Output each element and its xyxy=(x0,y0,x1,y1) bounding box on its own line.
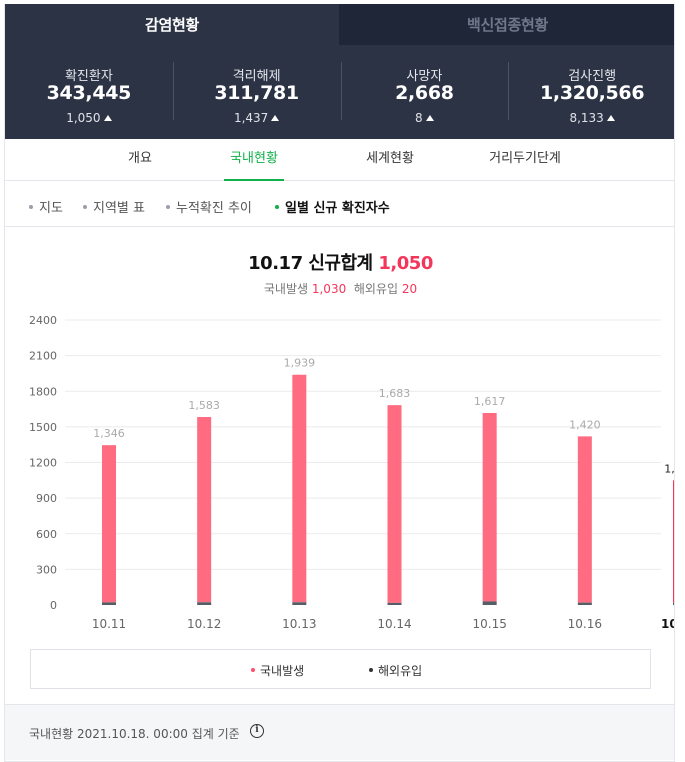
bar-total-label: 1,617 xyxy=(474,395,506,408)
stat-deaths: 사망자 2,668 8 xyxy=(340,45,509,139)
tab-overview[interactable]: 개요 xyxy=(128,151,152,166)
stat-delta: 1,050 xyxy=(5,111,173,125)
bullet-icon xyxy=(83,205,87,209)
stat-label: 사망자 xyxy=(406,69,443,84)
up-triangle-icon xyxy=(606,115,615,121)
filter-map[interactable]: 지도 xyxy=(29,197,63,216)
bullet-icon xyxy=(166,205,170,209)
stat-confirmed: 확진환자 343,445 1,050 xyxy=(5,45,173,139)
bar-total-label: 1,683 xyxy=(379,387,411,400)
daily-cases-chart: 0 300 600 900 1200 1500 1800 2100 2400 1,346 10.11… xyxy=(29,314,675,631)
bar-domestic xyxy=(482,412,497,602)
x-tick-label: 10.17 xyxy=(661,617,675,631)
stat-value: 1,320,566 xyxy=(539,82,645,104)
y-tick-label: 900 xyxy=(36,492,57,505)
stat-value: 343,445 xyxy=(46,82,132,104)
filter-daily-new-cases[interactable]: 일별 신규 확진자수 xyxy=(275,197,390,216)
tab-vaccination-status[interactable]: 백신접종현황 xyxy=(339,4,674,45)
filter-region-table[interactable]: 지역별 표 xyxy=(83,197,145,216)
stat-label: 검사진행 xyxy=(568,69,617,84)
chart-subtitle: 국내발생 1,030 해외유입 20 xyxy=(263,282,418,296)
footer: 국내현황 2021.10.18. 00:00 집계 기준 i xyxy=(5,704,674,760)
chart-legend: 국내발생 해외유입 xyxy=(30,649,651,689)
x-tick-label: 10.12 xyxy=(187,617,221,631)
bar-domestic xyxy=(673,480,674,603)
y-tick-label: 2100 xyxy=(29,350,57,363)
bar-domestic xyxy=(577,436,592,603)
y-tick-label: 1800 xyxy=(29,385,57,398)
tab-domestic[interactable]: 국내현황 xyxy=(224,139,284,181)
filter-row: 지도 지역별 표 누적확진 추이 일별 신규 확진자수 xyxy=(5,181,674,227)
bar-domestic xyxy=(292,374,307,603)
stat-value: 2,668 xyxy=(395,82,454,104)
bullet-icon xyxy=(275,205,279,209)
stat-delta: 8 xyxy=(341,111,509,125)
y-tick-label: 0 xyxy=(50,599,57,612)
bar-domestic xyxy=(197,417,212,603)
tab-distancing-level[interactable]: 거리두기단계 xyxy=(489,151,561,166)
tab-world[interactable]: 세계현황 xyxy=(366,151,414,166)
bar-overseas xyxy=(197,602,212,605)
stat-released: 격리해제 311,781 1,437 xyxy=(172,45,341,139)
up-triangle-icon xyxy=(103,115,112,121)
legend-dot-icon xyxy=(369,668,373,672)
y-tick-label: 2400 xyxy=(29,314,57,327)
y-tick-label: 1500 xyxy=(29,421,57,434)
stat-label: 확진환자 xyxy=(64,69,113,84)
y-tick-label: 1200 xyxy=(29,457,57,470)
stat-label: 격리해제 xyxy=(232,69,281,84)
legend-domestic[interactable]: 국내발생 xyxy=(251,662,304,679)
up-triangle-icon xyxy=(425,115,434,121)
top-tabs: 감염현황 백신접종현황 xyxy=(5,4,674,45)
info-icon[interactable]: i xyxy=(250,724,264,738)
stats-band: 확진환자 343,445 1,050 격리해제 311,781 1,437 사망… xyxy=(5,45,674,139)
x-tick-label: 10.15 xyxy=(472,617,506,631)
covid-widget: 감염현황 백신접종현황 확진환자 343,445 1,050 격리해제 311,… xyxy=(4,4,675,762)
bar-total-label: 1,050 xyxy=(664,462,675,475)
bar-total-label: 1,583 xyxy=(188,399,220,412)
stat-delta: 1,437 xyxy=(173,111,341,125)
bar-overseas xyxy=(482,601,497,605)
stat-delta: 8,133 xyxy=(508,111,674,125)
sub-tabs: 개요 국내현황 세계현황 거리두기단계 xyxy=(5,139,674,181)
bar-overseas xyxy=(577,602,592,605)
x-tick-label: 10.14 xyxy=(377,617,411,631)
stat-value: 311,781 xyxy=(214,82,299,104)
legend-overseas[interactable]: 해외유입 xyxy=(369,662,422,679)
chart-title: 10.17 신규합계 1,050 xyxy=(248,253,433,274)
x-tick-label: 10.16 xyxy=(568,617,602,631)
total-value: 1,050 xyxy=(378,253,433,274)
tab-infection-status[interactable]: 감염현황 xyxy=(5,4,339,45)
legend-dot-icon xyxy=(251,668,255,672)
filter-cumulative-trend[interactable]: 누적확진 추이 xyxy=(166,197,252,216)
y-tick-label: 300 xyxy=(36,563,57,576)
footer-timestamp: 국내현황 2021.10.18. 00:00 집계 기준 xyxy=(29,727,240,741)
up-triangle-icon xyxy=(271,115,280,121)
bar-overseas xyxy=(292,602,307,605)
bar-overseas xyxy=(102,602,116,605)
bar-total-label: 1,346 xyxy=(93,427,125,440)
bar-total-label: 1,420 xyxy=(569,418,601,431)
bar-total-label: 1,939 xyxy=(284,357,316,370)
x-tick-label: 10.11 xyxy=(92,617,126,631)
bullet-icon xyxy=(29,205,33,209)
x-tick-label: 10.13 xyxy=(282,617,316,631)
stat-testing: 검사진행 1,320,566 8,133 xyxy=(508,45,674,139)
bar-overseas xyxy=(387,602,402,605)
y-tick-label: 600 xyxy=(36,528,57,541)
bar-domestic xyxy=(102,445,116,603)
bar-domestic xyxy=(387,405,402,603)
bar-overseas xyxy=(673,602,674,605)
